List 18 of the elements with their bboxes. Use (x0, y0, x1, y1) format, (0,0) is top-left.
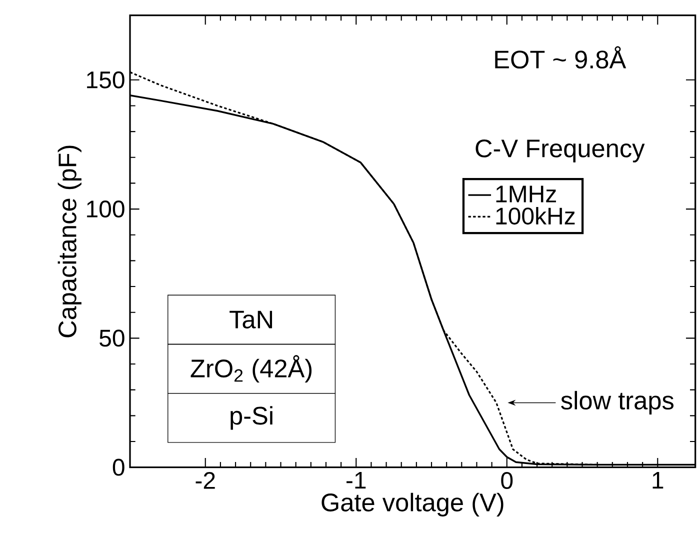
annotation: TaN (230, 310, 272, 328)
x-tick-label: -1 (346, 472, 366, 489)
annotation: slow traps (561, 390, 674, 415)
legend-label: 1MHz (496, 186, 556, 202)
y-tick-label: 100 (87, 200, 124, 218)
annotation: ZrO$_{2}$ (42Å) (190, 355, 312, 382)
annotation: p-Si (230, 406, 272, 430)
annotation: EOT ~ 9.8Å (495, 46, 626, 69)
y-tick-label: 150 (87, 71, 124, 88)
legend-title: C-V Frequency (476, 139, 645, 162)
legend-label: 100kHz (496, 206, 575, 225)
x-tick-label: 0 (501, 472, 513, 490)
x-axis-title: Gate voltage (V) (322, 492, 504, 516)
x-tick-label: -2 (196, 472, 215, 489)
y-axis-title: Capacitance (pF) (58, 146, 82, 338)
y-tick-label: 50 (100, 330, 124, 347)
x-tick-label: 1 (652, 472, 664, 489)
y-tick-label: 0 (112, 458, 124, 476)
